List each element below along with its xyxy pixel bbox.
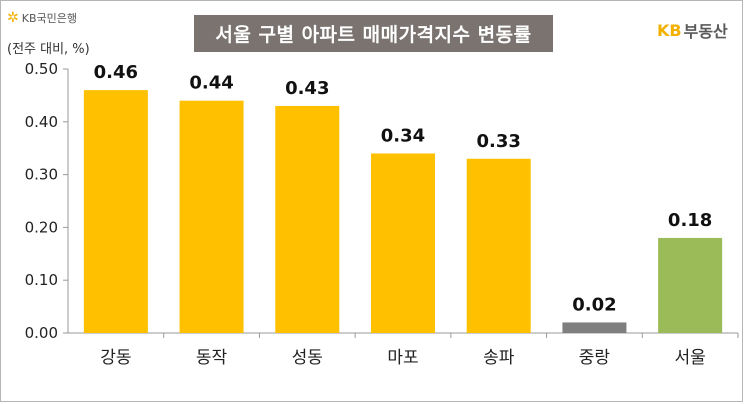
x-tick-label: 중랑	[579, 348, 611, 368]
x-tick-label: 강동	[100, 348, 131, 368]
kb-logo-text: 부동산	[683, 22, 728, 41]
bar-5	[466, 158, 531, 333]
data-label: 0.44	[189, 73, 233, 94]
kb-real-estate-logo: KB 부동산	[657, 18, 728, 42]
x-tick-label: 성동	[292, 348, 323, 368]
kb-star-icon: ✲	[7, 10, 19, 26]
chart-title: 서울 구별 아파트 매매가격지수 변동률	[194, 15, 553, 52]
bar-1	[83, 90, 148, 334]
chart-title-text: 서울 구별 아파트 매매가격지수 변동률	[215, 24, 532, 46]
data-label: 0.02	[572, 294, 616, 315]
x-tick-label: 서울	[675, 348, 706, 368]
bar-3	[275, 105, 340, 334]
y-tick-label: 0.30	[25, 166, 58, 184]
y-tick-label: 0.50	[25, 60, 58, 78]
y-tick-label: 0.20	[25, 218, 58, 236]
y-tick-label: 0.40	[25, 113, 58, 131]
kb-bank-logo-text: KB국민은행	[21, 12, 77, 25]
x-tick-label: 마포	[387, 348, 418, 368]
data-label: 0.34	[381, 125, 425, 146]
data-label: 0.33	[477, 131, 521, 152]
kb-bank-logo: ✲ KB국민은행	[7, 9, 77, 27]
data-label: 0.43	[285, 78, 329, 99]
x-tick-label: 송파	[483, 348, 515, 368]
data-label: 0.46	[94, 62, 138, 83]
x-tick-label: 동작	[196, 348, 228, 368]
bar-6	[562, 322, 627, 333]
bar-4	[371, 153, 435, 333]
kb-logo-mark: KB	[657, 20, 682, 40]
data-label: 0.18	[668, 210, 712, 231]
y-tick-label: 0.00	[25, 324, 58, 342]
y-tick-label: 0.10	[25, 271, 58, 289]
bar-7	[658, 237, 723, 333]
bar-2	[179, 100, 244, 334]
unit-label: (전주 대비, %)	[7, 42, 90, 57]
